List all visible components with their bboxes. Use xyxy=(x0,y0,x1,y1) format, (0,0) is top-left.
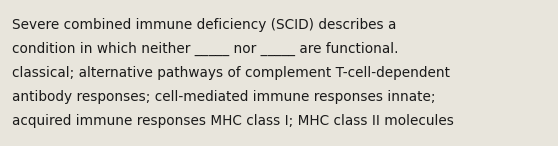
Text: Severe combined immune deficiency (SCID) describes a: Severe combined immune deficiency (SCID)… xyxy=(12,18,396,32)
Text: antibody responses; cell-mediated immune responses innate;: antibody responses; cell-mediated immune… xyxy=(12,90,435,104)
Text: condition in which neither _____ nor _____ are functional.: condition in which neither _____ nor ___… xyxy=(12,42,398,56)
Text: classical; alternative pathways of complement T-cell-dependent: classical; alternative pathways of compl… xyxy=(12,66,450,80)
Text: acquired immune responses MHC class I; MHC class II molecules: acquired immune responses MHC class I; M… xyxy=(12,114,454,128)
